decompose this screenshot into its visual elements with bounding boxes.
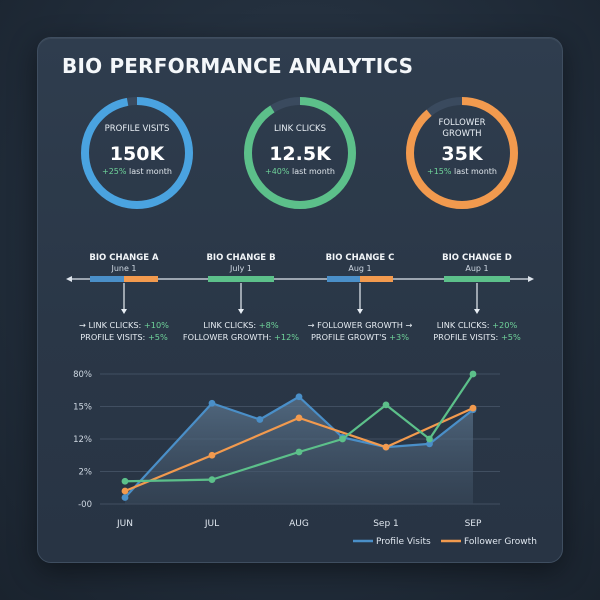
event-marker-bar [208,276,274,282]
series-point [208,476,216,484]
series-line [124,395,474,499]
kpi-value: 35K [441,143,483,165]
event-date: Aug 1 [348,264,371,273]
kpi-ring-progress [406,97,518,209]
event-date: July 1 [229,264,252,273]
series-point [469,370,477,378]
y-tick-label: 12% [73,435,92,445]
kpi-card-1: LINK CLICKS 12.5K +40% last month [244,97,356,209]
kpi-label: FOLLOWER [438,118,485,128]
arrow-down-icon [474,309,480,314]
event-marker-bar [360,276,393,282]
legend-label: Profile Visits [376,537,431,547]
series-point [339,435,346,443]
kpi-change: +25% last month [102,167,172,176]
series-point [121,487,129,495]
event-impact-line: PROFILE VISITS: +5% [80,332,168,342]
series-point [121,494,129,501]
event-marker-bar [90,276,124,282]
event-impact-line: PROFILE GROWT'S +3% [311,332,409,342]
x-tick-label: SEP [465,519,482,529]
arrow-down-icon [238,309,244,314]
line-chart: 80% 15% 12% 2% -00 JUN JUL AUG Sep 1 SEP Profile V… [73,370,537,547]
event-title: BIO CHANGE A [89,253,159,263]
series-point [121,477,129,485]
kpi-ring-progress [81,97,193,209]
kpi-label: LINK CLICKS [274,124,326,134]
kpi-change: +15% last month [427,167,497,176]
event-date: June 1 [110,264,136,273]
x-tick-label: JUN [116,519,133,529]
series-point [208,399,216,407]
series-point [469,404,477,412]
page-title: BIO PERFORMANCE ANALYTICS [62,54,414,78]
y-tick-label: 15% [73,403,92,413]
series-point [382,443,390,451]
kpi-ring-progress [244,97,356,209]
series-point [208,451,216,459]
x-tick-label: AUG [289,519,309,529]
event-impact-line: → FOLLOWER GROWTH → [308,320,413,330]
arrow-down-icon [357,309,363,314]
series-point [295,448,303,456]
kpi-card-0: PROFILE VISITS 150K +25% last month [81,97,193,209]
y-tick-label: 2% [79,468,93,478]
arrow-right-icon [528,276,534,282]
event-impact-line: → LINK CLICKS: +10% [79,320,169,330]
series-point [256,416,264,423]
arrow-left-icon [66,276,72,282]
x-tick-label: JUL [204,519,219,529]
event-marker-bar [124,276,158,282]
event-impact-line: PROFILE VISITS: +5% [433,332,521,342]
event-marker-bar [327,276,360,282]
y-tick-label: 80% [73,370,92,380]
event-title: BIO CHANGE B [206,253,275,263]
event-title: BIO CHANGE D [442,253,512,263]
series-point [295,414,303,422]
event-impact-line: LINK CLICKS: +8% [203,320,278,330]
event-impact-line: LINK CLICKS: +20% [437,320,518,330]
event-date: Aup 1 [465,264,488,273]
series-point [295,393,303,401]
arrow-down-icon [121,309,127,314]
series-point [426,435,433,443]
y-tick-label: -00 [78,500,92,510]
event-title: BIO CHANGE C [326,253,395,263]
chart-legend: Profile Visits Follower Growth [353,537,537,547]
kpi-label: PROFILE VISITS [105,124,170,134]
series-point [426,440,433,448]
event-impact-line: FOLLOWER GROWTH: +12% [183,332,299,342]
x-tick-label: Sep 1 [373,519,399,529]
series-point [382,401,390,409]
kpi-change: +40% last month [265,167,335,176]
legend-label: Follower Growth [464,537,537,547]
kpi-value: 150K [110,143,166,165]
kpi-label: GROWTH [442,129,481,139]
event-marker-bar [444,276,510,282]
kpi-value: 12.5K [269,143,332,165]
